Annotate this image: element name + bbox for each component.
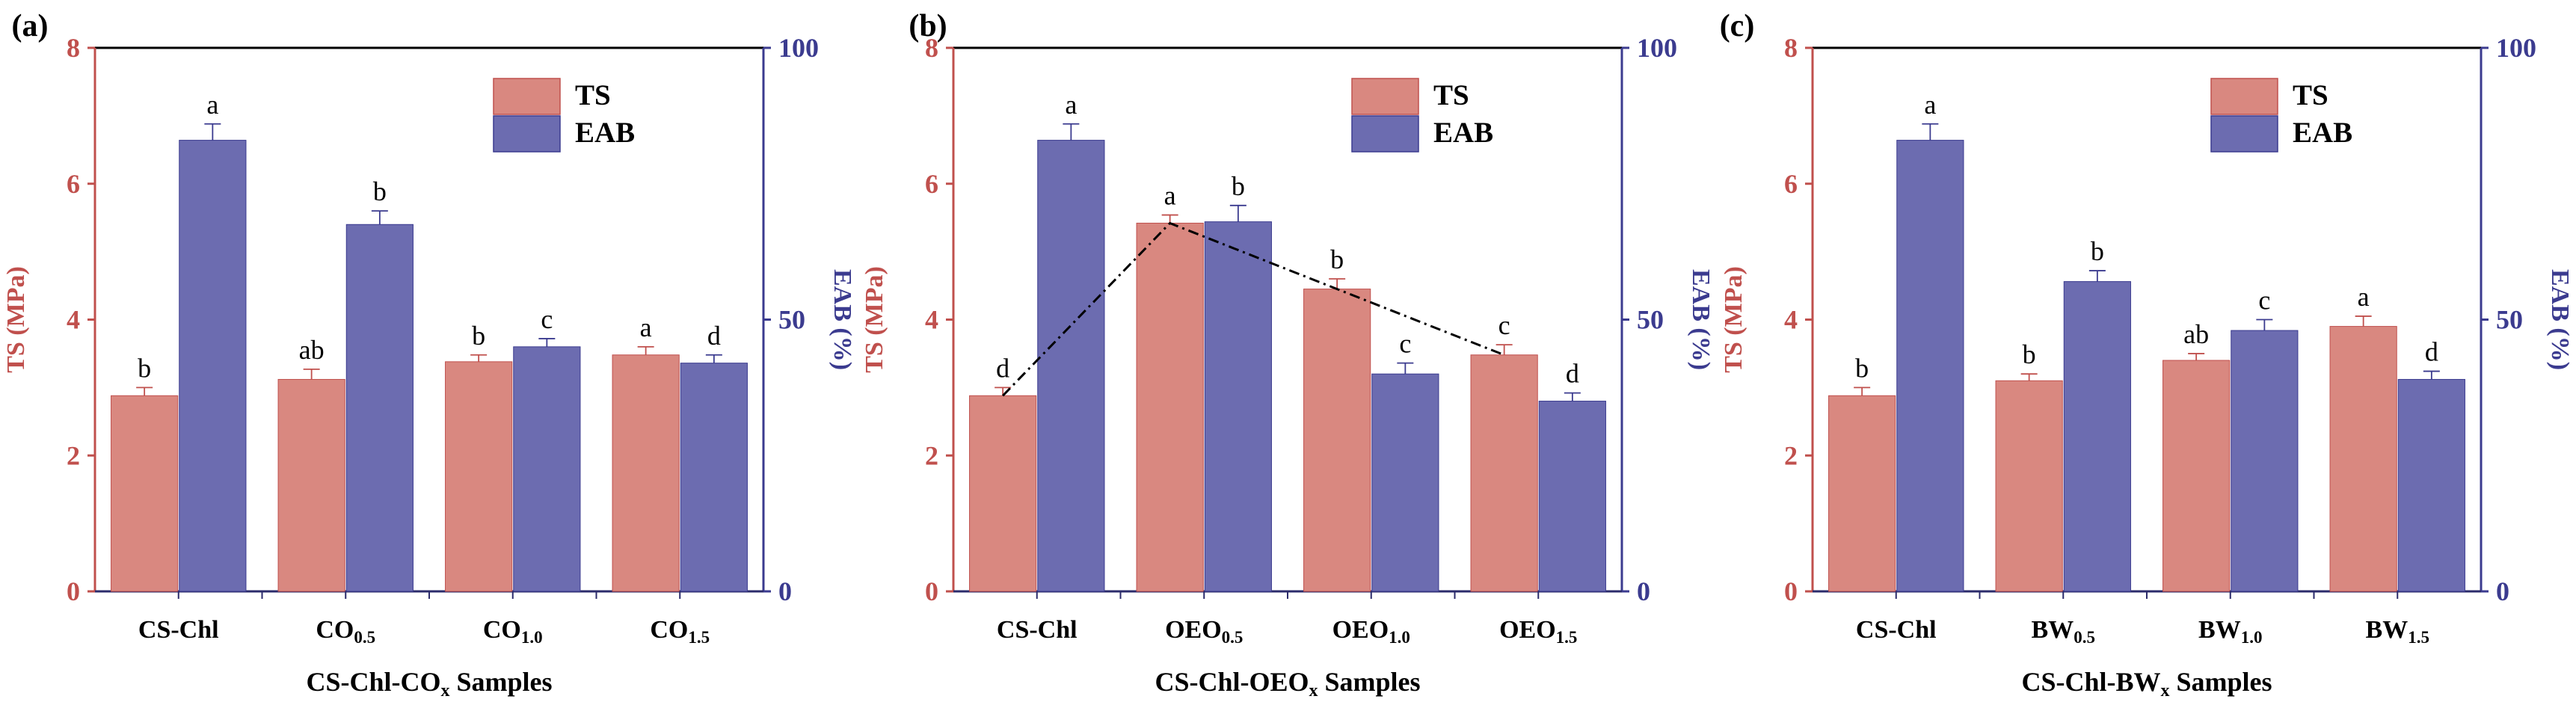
svg-text:d: d xyxy=(2425,337,2438,367)
svg-text:b: b xyxy=(373,176,387,206)
svg-text:ab: ab xyxy=(2183,319,2209,349)
svg-text:6: 6 xyxy=(67,169,80,199)
svg-text:a: a xyxy=(1924,90,1936,120)
svg-text:0: 0 xyxy=(925,576,938,606)
svg-text:c: c xyxy=(1399,329,1411,359)
svg-text:(c): (c) xyxy=(1720,9,1755,43)
svg-text:CS-Chl-BWx Samples: CS-Chl-BWx Samples xyxy=(2021,667,2272,701)
svg-text:4: 4 xyxy=(925,305,938,335)
svg-text:TS: TS xyxy=(2293,79,2328,111)
svg-text:c: c xyxy=(1498,310,1510,340)
svg-text:a: a xyxy=(1164,181,1176,211)
svg-text:b: b xyxy=(1232,171,1245,201)
svg-text:b: b xyxy=(1330,244,1344,274)
svg-text:4: 4 xyxy=(1784,305,1798,335)
svg-text:TS: TS xyxy=(1433,79,1469,111)
svg-text:d: d xyxy=(707,321,721,351)
svg-text:CS-Chl: CS-Chl xyxy=(138,616,219,644)
svg-text:50: 50 xyxy=(1637,305,1664,335)
svg-text:6: 6 xyxy=(1784,169,1798,199)
svg-text:b: b xyxy=(2091,236,2104,266)
svg-text:EAB: EAB xyxy=(1433,117,1493,149)
svg-text:50: 50 xyxy=(2496,305,2523,335)
svg-text:EAB (%): EAB (%) xyxy=(2546,269,2574,370)
svg-text:0: 0 xyxy=(1784,576,1798,606)
svg-text:0: 0 xyxy=(67,576,80,606)
svg-text:8: 8 xyxy=(1784,33,1798,63)
svg-text:c: c xyxy=(2258,286,2270,315)
svg-text:EAB: EAB xyxy=(575,117,635,149)
svg-text:2: 2 xyxy=(1784,440,1798,470)
svg-text:50: 50 xyxy=(778,305,805,335)
svg-text:d: d xyxy=(996,353,1009,383)
svg-text:CS-Chl: CS-Chl xyxy=(997,616,1078,644)
svg-text:CS-Chl-OEOx Samples: CS-Chl-OEOx Samples xyxy=(1155,667,1420,701)
svg-text:TS: TS xyxy=(575,79,611,111)
svg-text:100: 100 xyxy=(778,33,819,63)
svg-text:EAB (%): EAB (%) xyxy=(829,269,856,370)
svg-text:EAB: EAB xyxy=(2293,117,2352,149)
svg-text:b: b xyxy=(1855,353,1869,383)
svg-text:TS (MPa): TS (MPa) xyxy=(861,266,888,373)
svg-text:0: 0 xyxy=(1637,576,1650,606)
svg-text:100: 100 xyxy=(1637,33,1677,63)
svg-text:2: 2 xyxy=(925,440,938,470)
svg-text:4: 4 xyxy=(67,305,80,335)
svg-text:100: 100 xyxy=(2496,33,2536,63)
svg-text:TS (MPa): TS (MPa) xyxy=(2,266,30,373)
svg-text:b: b xyxy=(2023,339,2036,369)
svg-text:a: a xyxy=(1065,90,1077,120)
svg-text:CS-Chl-COx Samples: CS-Chl-COx Samples xyxy=(306,667,552,701)
svg-text:a: a xyxy=(640,313,652,342)
svg-text:b: b xyxy=(472,321,485,351)
svg-text:b: b xyxy=(138,353,151,383)
svg-text:8: 8 xyxy=(67,33,80,63)
svg-text:EAB (%): EAB (%) xyxy=(1687,269,1715,370)
svg-text:8: 8 xyxy=(925,33,938,63)
svg-text:0: 0 xyxy=(2496,576,2509,606)
svg-text:0: 0 xyxy=(778,576,792,606)
svg-text:a: a xyxy=(2358,282,2370,312)
svg-text:d: d xyxy=(1566,359,1579,389)
svg-text:6: 6 xyxy=(925,169,938,199)
svg-text:CS-Chl: CS-Chl xyxy=(1856,616,1937,644)
svg-text:c: c xyxy=(541,304,553,334)
svg-text:a: a xyxy=(206,90,218,120)
svg-text:(a): (a) xyxy=(12,9,49,43)
svg-text:2: 2 xyxy=(67,440,80,470)
svg-text:TS (MPa): TS (MPa) xyxy=(1720,266,1747,373)
svg-text:ab: ab xyxy=(299,335,325,365)
